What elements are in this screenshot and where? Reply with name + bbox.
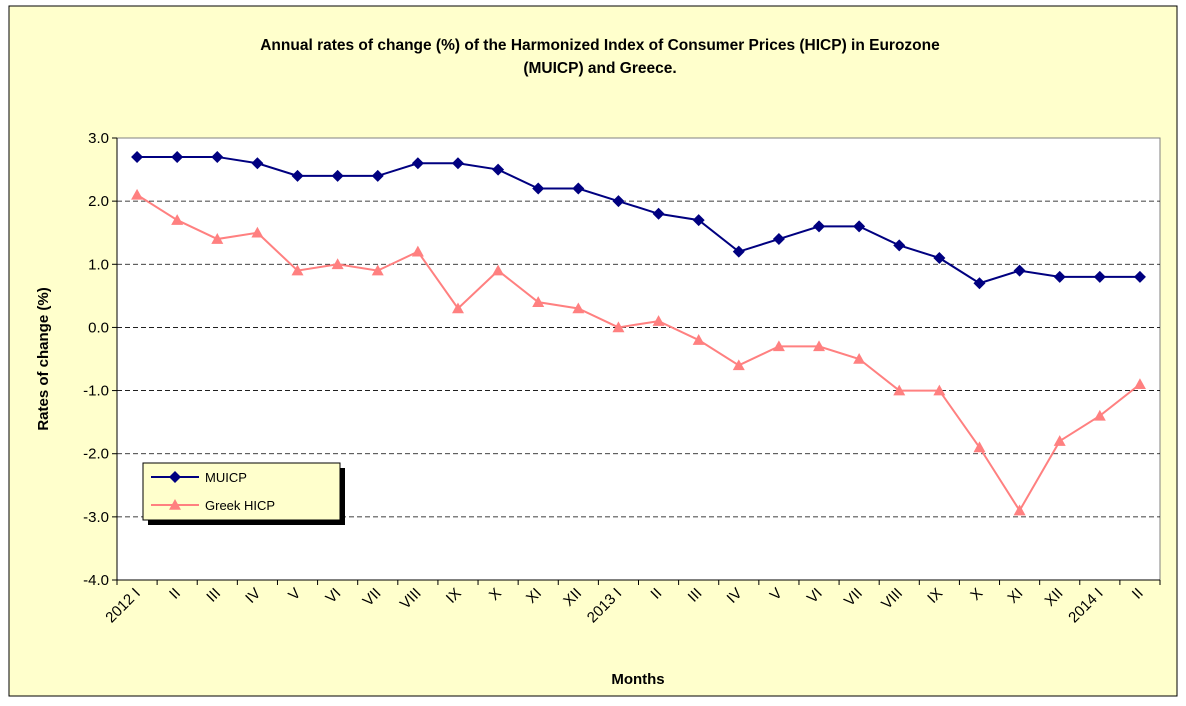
y-tick-label: 1.0: [88, 256, 109, 273]
data-point: [732, 245, 745, 258]
data-point: [1133, 378, 1146, 390]
data-point: [692, 214, 705, 227]
data-point: [492, 264, 505, 276]
data-point: [612, 195, 625, 208]
data-point: [532, 182, 545, 195]
legend-label: Greek HICP: [205, 498, 275, 513]
data-point: [652, 315, 665, 326]
data-point: [1133, 270, 1146, 283]
data-point: [1053, 435, 1066, 446]
data-point: [532, 296, 545, 307]
data-point: [411, 245, 424, 257]
series-line: [137, 155, 1140, 285]
legend-marker: [169, 499, 181, 510]
data-point: [492, 163, 505, 176]
data-point: [933, 384, 946, 396]
data-point: [411, 157, 424, 170]
y-tick-label: -4.0: [83, 572, 109, 589]
legend-marker: [169, 471, 181, 483]
data-point: [853, 353, 866, 364]
x-axis-title: Months: [611, 671, 664, 688]
data-point: [973, 277, 986, 290]
data-point: [371, 169, 384, 182]
data-point: [331, 258, 344, 270]
data-point: [893, 239, 906, 252]
data-point: [732, 359, 745, 371]
data-point: [1093, 270, 1106, 283]
data-point: [1053, 270, 1066, 283]
data-point: [612, 321, 625, 333]
data-point: [451, 302, 464, 314]
y-tick-label: -2.0: [83, 446, 109, 463]
data-point: [813, 220, 826, 233]
title-box: Annual rates of change (%) of the Harmon…: [260, 37, 940, 77]
legend-label: MUICP: [205, 470, 247, 485]
data-point: [1013, 264, 1026, 277]
data-point: [933, 251, 946, 264]
data-point: [211, 150, 224, 163]
y-tick-label: -1.0: [83, 383, 109, 400]
data-point: [171, 150, 184, 163]
data-point: [772, 340, 785, 352]
chart-title: Annual rates of change (%) of the Harmon…: [260, 37, 940, 77]
data-point: [131, 188, 144, 200]
data-point: [451, 157, 464, 170]
y-tick-label: 2.0: [88, 193, 109, 210]
data-point: [692, 334, 705, 345]
data-point: [1093, 409, 1106, 421]
data-point: [893, 384, 906, 396]
y-tick-label: 0.0: [88, 319, 109, 336]
data-point: [131, 150, 144, 163]
data-point: [251, 226, 264, 238]
y-axis-title: Rates of change (%): [35, 287, 52, 430]
data-point: [572, 302, 585, 314]
data-point: [813, 340, 826, 352]
data-point: [291, 169, 304, 182]
data-point: [291, 264, 304, 276]
data-point: [572, 182, 585, 195]
data-point: [171, 214, 184, 225]
data-point: [251, 157, 264, 170]
y-tick-label: -3.0: [83, 509, 109, 526]
data-point: [331, 169, 344, 182]
data-point: [853, 220, 866, 233]
data-point: [211, 233, 224, 244]
data-point: [371, 264, 384, 276]
data-point: [973, 441, 986, 453]
y-tick-label: 3.0: [88, 130, 109, 147]
data-point: [1013, 504, 1026, 516]
data-point: [772, 233, 785, 246]
series-line: [136, 193, 1141, 513]
data-point: [652, 207, 665, 220]
